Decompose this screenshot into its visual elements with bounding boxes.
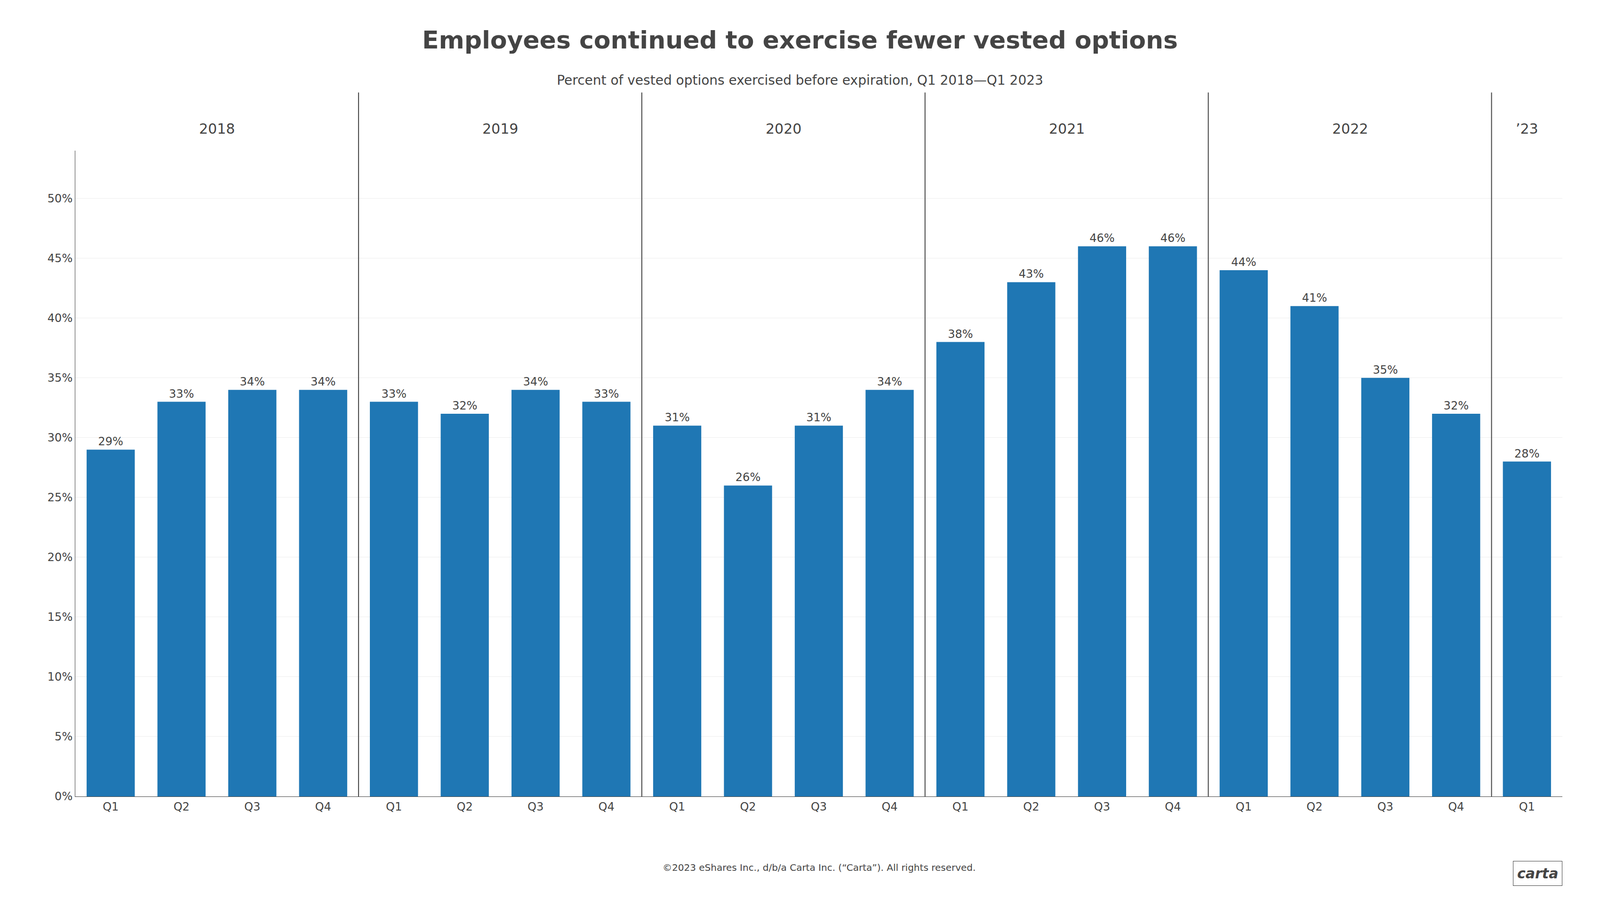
svg-text:’23: ’23 bbox=[1515, 120, 1539, 137]
svg-text:43%: 43% bbox=[1018, 267, 1044, 281]
svg-text:Q3: Q3 bbox=[1094, 800, 1111, 814]
svg-text:Q1: Q1 bbox=[669, 800, 686, 814]
svg-text:41%: 41% bbox=[1302, 291, 1328, 305]
svg-text:Employees continued to exercis: Employees continued to exercise fewer ve… bbox=[422, 25, 1178, 55]
svg-text:0%: 0% bbox=[54, 789, 73, 803]
svg-text:45%: 45% bbox=[47, 251, 73, 265]
svg-text:38%: 38% bbox=[947, 327, 973, 341]
svg-text:2019: 2019 bbox=[482, 120, 519, 137]
svg-text:26%: 26% bbox=[735, 470, 761, 484]
svg-text:33%: 33% bbox=[593, 387, 619, 401]
svg-text:Q2: Q2 bbox=[173, 800, 190, 814]
svg-text:28%: 28% bbox=[1514, 447, 1540, 461]
svg-text:46%: 46% bbox=[1160, 231, 1186, 245]
svg-text:Q2: Q2 bbox=[739, 800, 756, 814]
svg-text:34%: 34% bbox=[310, 375, 336, 389]
svg-text:Q3: Q3 bbox=[810, 800, 827, 814]
svg-text:46%: 46% bbox=[1089, 231, 1115, 245]
svg-text:Q4: Q4 bbox=[315, 800, 332, 814]
svg-text:33%: 33% bbox=[168, 387, 194, 401]
svg-text:Q1: Q1 bbox=[1235, 800, 1252, 814]
svg-text:Q4: Q4 bbox=[1164, 800, 1181, 814]
svg-text:31%: 31% bbox=[806, 410, 832, 424]
svg-text:40%: 40% bbox=[47, 311, 73, 325]
svg-text:carta: carta bbox=[1517, 864, 1559, 882]
svg-text:20%: 20% bbox=[47, 550, 73, 564]
svg-text:32%: 32% bbox=[452, 399, 478, 413]
svg-text:50%: 50% bbox=[47, 192, 73, 206]
svg-text:Q1: Q1 bbox=[385, 800, 402, 814]
svg-text:Q2: Q2 bbox=[456, 800, 473, 814]
svg-text:Q2: Q2 bbox=[1023, 800, 1040, 814]
svg-text:Q1: Q1 bbox=[102, 800, 119, 814]
svg-text:25%: 25% bbox=[47, 490, 73, 504]
svg-text:Q4: Q4 bbox=[881, 800, 898, 814]
svg-text:Q2: Q2 bbox=[1306, 800, 1323, 814]
svg-text:Q3: Q3 bbox=[1377, 800, 1394, 814]
svg-text:35%: 35% bbox=[47, 371, 73, 385]
svg-text:2020: 2020 bbox=[765, 120, 802, 137]
svg-text:10%: 10% bbox=[47, 670, 73, 684]
svg-text:35%: 35% bbox=[1372, 363, 1398, 377]
svg-text:2021: 2021 bbox=[1048, 120, 1085, 137]
svg-text:Q4: Q4 bbox=[1448, 800, 1464, 814]
svg-text:5%: 5% bbox=[54, 729, 73, 744]
svg-text:Q1: Q1 bbox=[1519, 800, 1536, 814]
svg-text:Percent of vested options exer: Percent of vested options exercised befo… bbox=[556, 72, 1044, 88]
svg-text:33%: 33% bbox=[381, 387, 407, 401]
svg-text:15%: 15% bbox=[47, 610, 73, 624]
svg-text:Q3: Q3 bbox=[527, 800, 544, 814]
svg-text:2018: 2018 bbox=[199, 120, 235, 137]
svg-text:Q3: Q3 bbox=[244, 800, 261, 814]
svg-text:34%: 34% bbox=[877, 375, 903, 389]
svg-text:©2023 eShares Inc., d/b/a Cart: ©2023 eShares Inc., d/b/a Carta Inc. (“C… bbox=[662, 861, 976, 873]
svg-text:30%: 30% bbox=[47, 431, 73, 445]
svg-text:Q1: Q1 bbox=[952, 800, 969, 814]
svg-text:32%: 32% bbox=[1443, 399, 1469, 413]
svg-text:29%: 29% bbox=[98, 434, 124, 448]
svg-text:44%: 44% bbox=[1231, 255, 1256, 269]
svg-text:2022: 2022 bbox=[1332, 120, 1368, 137]
svg-text:Q4: Q4 bbox=[598, 800, 615, 814]
svg-text:31%: 31% bbox=[664, 410, 690, 424]
svg-text:34%: 34% bbox=[522, 375, 548, 389]
svg-text:34%: 34% bbox=[240, 375, 265, 389]
